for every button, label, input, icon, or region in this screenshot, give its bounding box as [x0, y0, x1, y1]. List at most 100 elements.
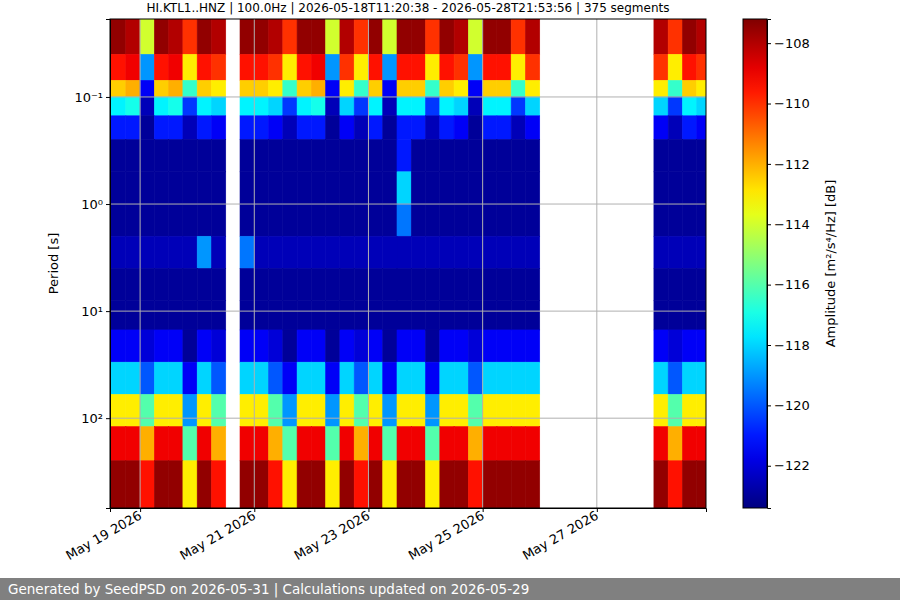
heatmap-cell [311, 97, 325, 116]
heatmap-cell [697, 362, 706, 394]
heatmap-cell [368, 362, 382, 394]
heatmap-cell [126, 19, 140, 54]
heatmap-cell [426, 330, 440, 362]
heatmap-cell [169, 54, 183, 80]
heatmap-cell [254, 172, 268, 204]
heatmap-cell [511, 330, 525, 362]
heatmap-cell [468, 461, 482, 508]
heatmap-cell [411, 204, 425, 236]
heatmap-cell [297, 394, 311, 426]
heatmap-cell [140, 204, 154, 236]
heatmap-cell [440, 362, 454, 394]
heatmap-cell [183, 172, 197, 204]
heatmap-cell [269, 116, 283, 140]
heatmap-cell [454, 97, 468, 116]
heatmap-cell [340, 362, 354, 394]
heatmap-cell [326, 301, 340, 330]
heatmap-cell [269, 80, 283, 97]
grid-line-y [110, 311, 706, 312]
heatmap-cell [211, 97, 225, 116]
heatmap-cell [354, 269, 368, 301]
heatmap-cell [169, 362, 183, 394]
heatmap-cell [368, 97, 382, 116]
heatmap-cell [197, 172, 211, 204]
heatmap-cell [497, 269, 511, 301]
heatmap-cell [383, 427, 397, 461]
heatmap-cell [326, 140, 340, 172]
heatmap-cell [426, 80, 440, 97]
heatmap-cell [311, 54, 325, 80]
heatmap-cell [697, 54, 706, 80]
heatmap-cell [354, 330, 368, 362]
heatmap-cell [368, 301, 382, 330]
heatmap-cell [483, 301, 497, 330]
colorbar-axis-line [768, 20, 772, 509]
heatmap-cell [183, 362, 197, 394]
heatmap-cell [497, 330, 511, 362]
x-tick-mark [483, 508, 484, 512]
heatmap-cell [269, 97, 283, 116]
heatmap-cell [426, 19, 440, 54]
heatmap-cell [397, 204, 411, 236]
heatmap-cell [269, 204, 283, 236]
heatmap-cell [211, 80, 225, 97]
heatmap-cell [397, 394, 411, 426]
heatmap-cell [426, 427, 440, 461]
plot-frame [110, 19, 706, 508]
x-tick-mark [368, 508, 369, 512]
heatmap-cell [697, 80, 706, 97]
heatmap-cell [654, 461, 668, 508]
y-axis-title: Period [s] [46, 233, 61, 295]
heatmap-cell [654, 269, 668, 301]
heatmap-cell [368, 330, 382, 362]
colorbar-tick-mark [767, 405, 771, 406]
heatmap-cell [411, 330, 425, 362]
heatmap-cell [183, 461, 197, 508]
colorbar-tick-mark [767, 466, 771, 467]
heatmap-cell [668, 236, 682, 268]
heatmap-cell [211, 427, 225, 461]
heatmap-cell [297, 140, 311, 172]
heatmap-cell [126, 80, 140, 97]
heatmap-cell [197, 269, 211, 301]
heatmap-cell [682, 19, 696, 54]
x-tick: May 19 2026 [63, 508, 144, 563]
x-tick-label: May 23 2026 [292, 508, 373, 563]
heatmap-cell [297, 301, 311, 330]
heatmap-cell [697, 236, 706, 268]
heatmap-cell [411, 116, 425, 140]
heatmap-cell [497, 116, 511, 140]
heatmap-cell [211, 116, 225, 140]
heatmap-cell [397, 461, 411, 508]
colorbar-tick: −108 [767, 36, 810, 51]
heatmap-cell [154, 54, 168, 80]
heatmap-cell [411, 301, 425, 330]
heatmap-cell [525, 80, 539, 97]
heatmap-cell [283, 172, 297, 204]
heatmap-cell [511, 461, 525, 508]
heatmap-cell [183, 54, 197, 80]
heatmap-cell [269, 19, 283, 54]
heatmap-cell [140, 301, 154, 330]
heatmap-cell [511, 204, 525, 236]
heatmap-cell [383, 362, 397, 394]
heatmap-cell [297, 80, 311, 97]
heatmap-cell [254, 394, 268, 426]
x-axis: May 19 2026May 21 2026May 23 2026May 25 … [63, 508, 706, 563]
heatmap-cell [525, 97, 539, 116]
heatmap-cell [697, 97, 706, 116]
heatmap-cell [454, 362, 468, 394]
heatmap-cell [483, 236, 497, 268]
colorbar-tick-mark [767, 164, 771, 165]
heatmap-cell [269, 362, 283, 394]
heatmap-cell [110, 19, 126, 54]
heatmap-cell [440, 172, 454, 204]
heatmap-cell [140, 140, 154, 172]
heatmap-cell [397, 140, 411, 172]
heatmap-cell [426, 236, 440, 268]
heatmap-cell [110, 80, 126, 97]
heatmap-cell [697, 427, 706, 461]
heatmap-cell [383, 394, 397, 426]
heatmap-cell [497, 54, 511, 80]
heatmap-cell [340, 140, 354, 172]
